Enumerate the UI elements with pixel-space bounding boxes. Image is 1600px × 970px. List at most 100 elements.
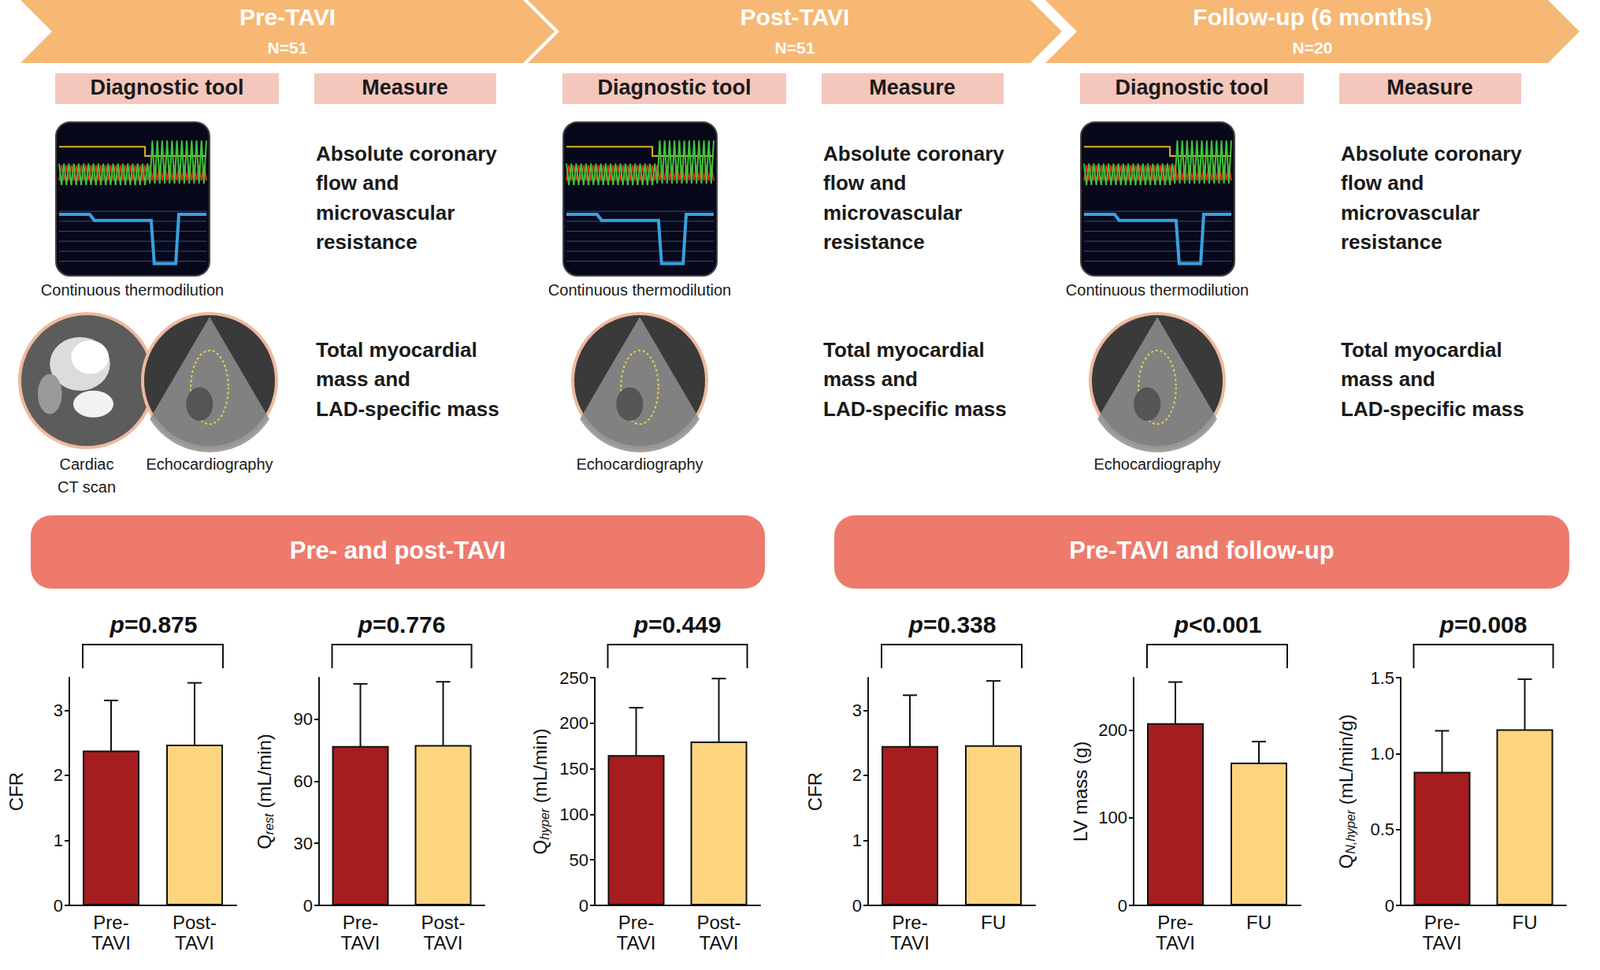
svg-text:Diagnostic tool: Diagnostic tool (90, 75, 245, 100)
svg-text:60: 60 (293, 771, 313, 791)
svg-text:Follow-up (6 months): Follow-up (6 months) (1192, 3, 1432, 30)
svg-text:Measure: Measure (1386, 75, 1474, 100)
svg-text:Total myocardial: Total myocardial (315, 337, 478, 362)
svg-text:200: 200 (559, 712, 589, 733)
svg-text:100: 100 (559, 804, 589, 825)
svg-text:flow and: flow and (315, 170, 399, 195)
svg-text:=0.008: =0.008 (1454, 611, 1528, 638)
svg-text:3: 3 (852, 700, 862, 721)
svg-text:100: 100 (1098, 807, 1128, 828)
svg-text:Measure: Measure (868, 75, 956, 100)
svg-text:p: p (633, 611, 649, 638)
svg-text:Pre- and post-TAVI: Pre- and post-TAVI (289, 536, 506, 565)
svg-text:Total myocardial: Total myocardial (1340, 337, 1503, 362)
svg-text:0: 0 (53, 895, 64, 916)
svg-text:=0.875: =0.875 (124, 611, 198, 638)
svg-text:Pre-: Pre- (1157, 911, 1193, 933)
svg-text:Diagnostic tool: Diagnostic tool (1115, 75, 1270, 100)
svg-text:(mL/min): (mL/min) (529, 727, 551, 808)
svg-text:N,hyper: N,hyper (1343, 809, 1358, 854)
svg-text:2: 2 (852, 764, 862, 785)
svg-text:TAVI: TAVI (890, 931, 930, 954)
svg-text:Diagnostic tool: Diagnostic tool (597, 75, 752, 100)
svg-text:CT scan: CT scan (57, 478, 116, 496)
svg-text:=0.449: =0.449 (648, 611, 722, 638)
svg-text:Pre-: Pre- (342, 911, 379, 933)
svg-text:CFR: CFR (5, 772, 27, 811)
svg-text:TAVI: TAVI (1155, 931, 1196, 954)
svg-text:0: 0 (852, 895, 862, 916)
svg-text:microvascular: microvascular (1340, 200, 1480, 225)
svg-text:LV mass (g): LV mass (g) (1069, 741, 1092, 843)
svg-text:resistance: resistance (823, 230, 925, 254)
svg-text:TAVI: TAVI (423, 931, 464, 954)
svg-text:Pre-TAVI and follow-up: Pre-TAVI and follow-up (1069, 536, 1334, 565)
svg-text:TAVI: TAVI (341, 931, 381, 954)
svg-text:microvascular: microvascular (315, 200, 455, 225)
svg-text:Measure: Measure (361, 75, 449, 100)
svg-text:250: 250 (559, 668, 589, 688)
svg-text:Continuous thermodilution: Continuous thermodilution (548, 281, 732, 299)
svg-text:resistance: resistance (315, 230, 418, 254)
svg-text:2: 2 (53, 764, 64, 785)
svg-text:Post-TAVI: Post-TAVI (740, 3, 851, 30)
svg-text:Q: Q (1335, 853, 1357, 869)
svg-text:Post-: Post- (420, 911, 465, 933)
svg-text:1.5: 1.5 (1369, 668, 1395, 688)
svg-text:FU: FU (980, 911, 1007, 933)
svg-text:0: 0 (1117, 895, 1128, 916)
svg-text:Absolute coronary: Absolute coronary (315, 141, 498, 166)
svg-text:rest: rest (262, 812, 276, 835)
svg-text:1: 1 (852, 830, 862, 851)
svg-text:(mL/min/g): (mL/min/g) (1335, 713, 1357, 810)
svg-text:(mL/min): (mL/min) (253, 733, 275, 813)
svg-text:FU: FU (1512, 911, 1538, 933)
svg-text:TAVI: TAVI (616, 931, 657, 954)
svg-text:flow and: flow and (823, 170, 906, 195)
svg-text:Pre-: Pre- (891, 911, 928, 933)
svg-text:90: 90 (293, 709, 313, 729)
svg-text:150: 150 (559, 758, 589, 779)
svg-text:LAD-specific mass: LAD-specific mass (1340, 397, 1525, 421)
svg-text:p: p (109, 611, 125, 638)
svg-text:Echocardiography: Echocardiography (145, 455, 273, 473)
svg-text:p: p (357, 611, 373, 638)
svg-text:1.0: 1.0 (1369, 743, 1395, 764)
svg-text:Q: Q (253, 834, 275, 850)
svg-text:Continuous thermodilution: Continuous thermodilution (40, 281, 224, 299)
svg-text:Pre-TAVI: Pre-TAVI (239, 3, 336, 30)
svg-text:FU: FU (1246, 911, 1272, 933)
svg-text:TAVI: TAVI (174, 931, 215, 954)
svg-text:N=20: N=20 (1292, 38, 1333, 57)
svg-text:TAVI: TAVI (1422, 931, 1463, 954)
svg-text:50: 50 (569, 850, 589, 870)
svg-text:mass and: mass and (823, 367, 918, 391)
svg-text:200: 200 (1098, 720, 1128, 740)
svg-text:Echocardiography: Echocardiography (575, 455, 703, 473)
svg-text:TAVI: TAVI (91, 931, 131, 954)
svg-text:Continuous thermodilution: Continuous thermodilution (1065, 281, 1249, 299)
svg-text:LAD-specific mass: LAD-specific mass (315, 397, 500, 421)
svg-text:3: 3 (53, 700, 64, 721)
svg-text:p: p (908, 611, 924, 638)
svg-text:=0.776: =0.776 (372, 611, 446, 638)
svg-text:mass and: mass and (1340, 367, 1436, 391)
svg-text:Pre-: Pre- (92, 911, 129, 933)
svg-text:Cardiac: Cardiac (59, 455, 115, 473)
svg-text:microvascular: microvascular (823, 200, 962, 225)
svg-text:1: 1 (53, 830, 64, 851)
svg-text:Echocardiography: Echocardiography (1093, 455, 1221, 473)
svg-text:=0.338: =0.338 (923, 611, 997, 638)
svg-text:0: 0 (1384, 895, 1395, 916)
svg-text:0: 0 (579, 895, 589, 916)
svg-text:N=51: N=51 (267, 38, 309, 57)
svg-text:LAD-specific mass: LAD-specific mass (823, 397, 1007, 421)
svg-text:mass and: mass and (315, 367, 411, 391)
svg-text:Post-: Post- (696, 911, 741, 933)
svg-text:Post-: Post- (172, 911, 217, 933)
svg-text:Absolute coronary: Absolute coronary (823, 141, 1005, 166)
svg-text:hyper: hyper (538, 807, 552, 840)
svg-text:Pre-: Pre- (618, 911, 654, 933)
svg-text:0: 0 (303, 895, 313, 916)
svg-text:flow and: flow and (1340, 170, 1424, 195)
